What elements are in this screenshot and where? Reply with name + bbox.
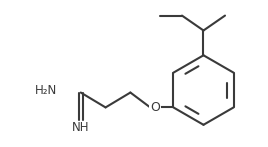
Text: H₂N: H₂N — [35, 84, 57, 97]
Text: O: O — [150, 101, 160, 114]
Text: NH: NH — [72, 121, 90, 134]
